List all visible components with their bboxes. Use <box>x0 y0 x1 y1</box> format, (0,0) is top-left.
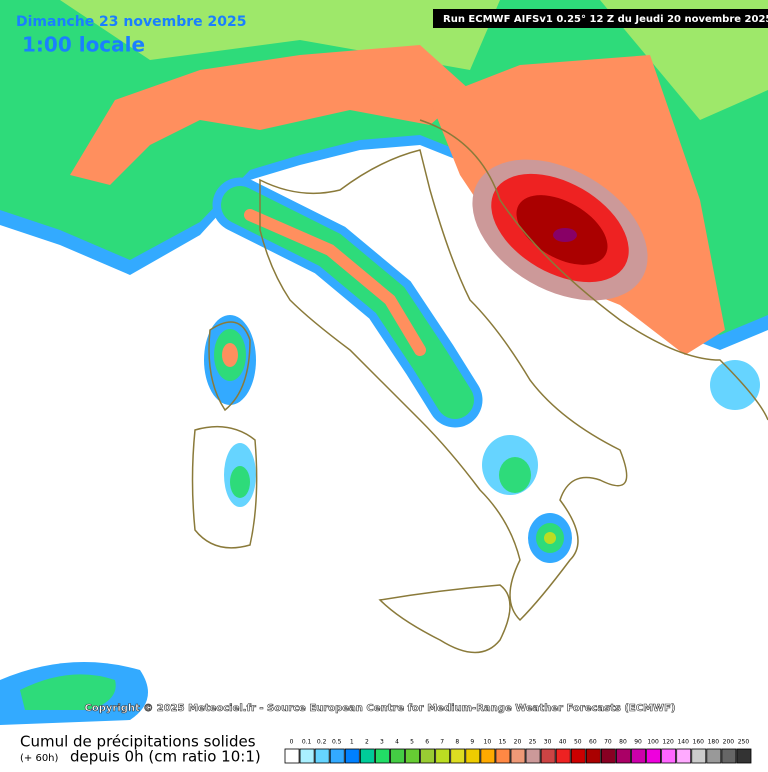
legend-label: 180 <box>708 739 720 746</box>
legend-label: 15 <box>499 739 507 746</box>
legend-label: 0.1 <box>302 739 312 746</box>
legend-label: 8 <box>455 739 459 746</box>
legend-swatch <box>421 749 435 763</box>
legend-swatch <box>330 749 344 763</box>
legend-label: 60 <box>589 739 597 746</box>
run-label: Run ECMWF AIFSv1 0.25° 12 Z du Jeudi 20 … <box>443 14 768 25</box>
legend-label: 40 <box>559 739 567 746</box>
legend-label: 0.5 <box>332 739 342 746</box>
greece-snow <box>710 360 760 410</box>
corsica-snow <box>222 343 238 367</box>
legend-swatch <box>390 749 404 763</box>
legend-swatch <box>345 749 359 763</box>
legend-label: 9 <box>470 739 474 746</box>
legend-label: 0.2 <box>317 739 327 746</box>
legend-label: 0 <box>290 739 294 746</box>
legend-swatch <box>571 749 585 763</box>
legend-swatch <box>526 749 540 763</box>
legend-label: 250 <box>738 739 750 746</box>
legend-swatch <box>737 749 751 763</box>
legend-swatch <box>541 749 555 763</box>
legend-label: 50 <box>574 739 582 746</box>
legend-label: 25 <box>529 739 537 746</box>
south-snow <box>499 457 531 493</box>
legend-label: 100 <box>647 739 659 746</box>
legend-swatch <box>360 749 374 763</box>
legend-label: 6 <box>425 739 429 746</box>
legend-subtitle: depuis 0h (cm ratio 10:1) <box>70 748 261 766</box>
legend-label: 80 <box>619 739 627 746</box>
legend-swatch <box>436 749 450 763</box>
legend-note: (+ 60h) <box>20 753 59 764</box>
legend-label: 90 <box>634 739 642 746</box>
legend-label: 5 <box>410 739 414 746</box>
legend-swatch <box>375 749 389 763</box>
legend-swatch <box>586 749 600 763</box>
legend-swatch <box>315 749 329 763</box>
legend-swatch <box>406 749 420 763</box>
legend-label: 1 <box>350 739 354 746</box>
legend-label: 7 <box>440 739 444 746</box>
legend-label: 2 <box>365 739 369 746</box>
legend-label: 120 <box>662 739 674 746</box>
time-label: 1:00 locale <box>22 33 145 57</box>
legend-label: 3 <box>380 739 384 746</box>
legend-label: 160 <box>693 739 705 746</box>
legend-label: 200 <box>723 739 735 746</box>
legend-swatch <box>631 749 645 763</box>
legend-swatch <box>662 749 676 763</box>
legend-swatch <box>692 749 706 763</box>
legend-swatch <box>481 749 495 763</box>
copyright: Copyright © 2025 Meteociel.fr - Source E… <box>85 703 676 714</box>
legend-swatch <box>601 749 615 763</box>
legend-label: 140 <box>677 739 689 746</box>
legend-label: 30 <box>544 739 552 746</box>
legend-swatch <box>466 749 480 763</box>
legend-swatch <box>496 749 510 763</box>
calabria-snow <box>544 532 556 544</box>
heavy-area <box>553 228 577 242</box>
legend-swatch <box>616 749 630 763</box>
legend-label: 70 <box>604 739 612 746</box>
legend-label: 4 <box>395 739 399 746</box>
legend-swatch <box>511 749 525 763</box>
legend-swatch <box>556 749 570 763</box>
legend-label: 20 <box>514 739 522 746</box>
sardinia-snow <box>230 466 250 498</box>
legend-swatch <box>647 749 661 763</box>
legend-swatch <box>722 749 736 763</box>
legend-swatch <box>451 749 465 763</box>
legend-swatch <box>285 749 299 763</box>
legend-swatch <box>300 749 314 763</box>
date-label: Dimanche 23 novembre 2025 <box>16 14 246 30</box>
legend-swatch <box>707 749 721 763</box>
legend-label: 10 <box>484 739 492 746</box>
legend-swatch <box>677 749 691 763</box>
